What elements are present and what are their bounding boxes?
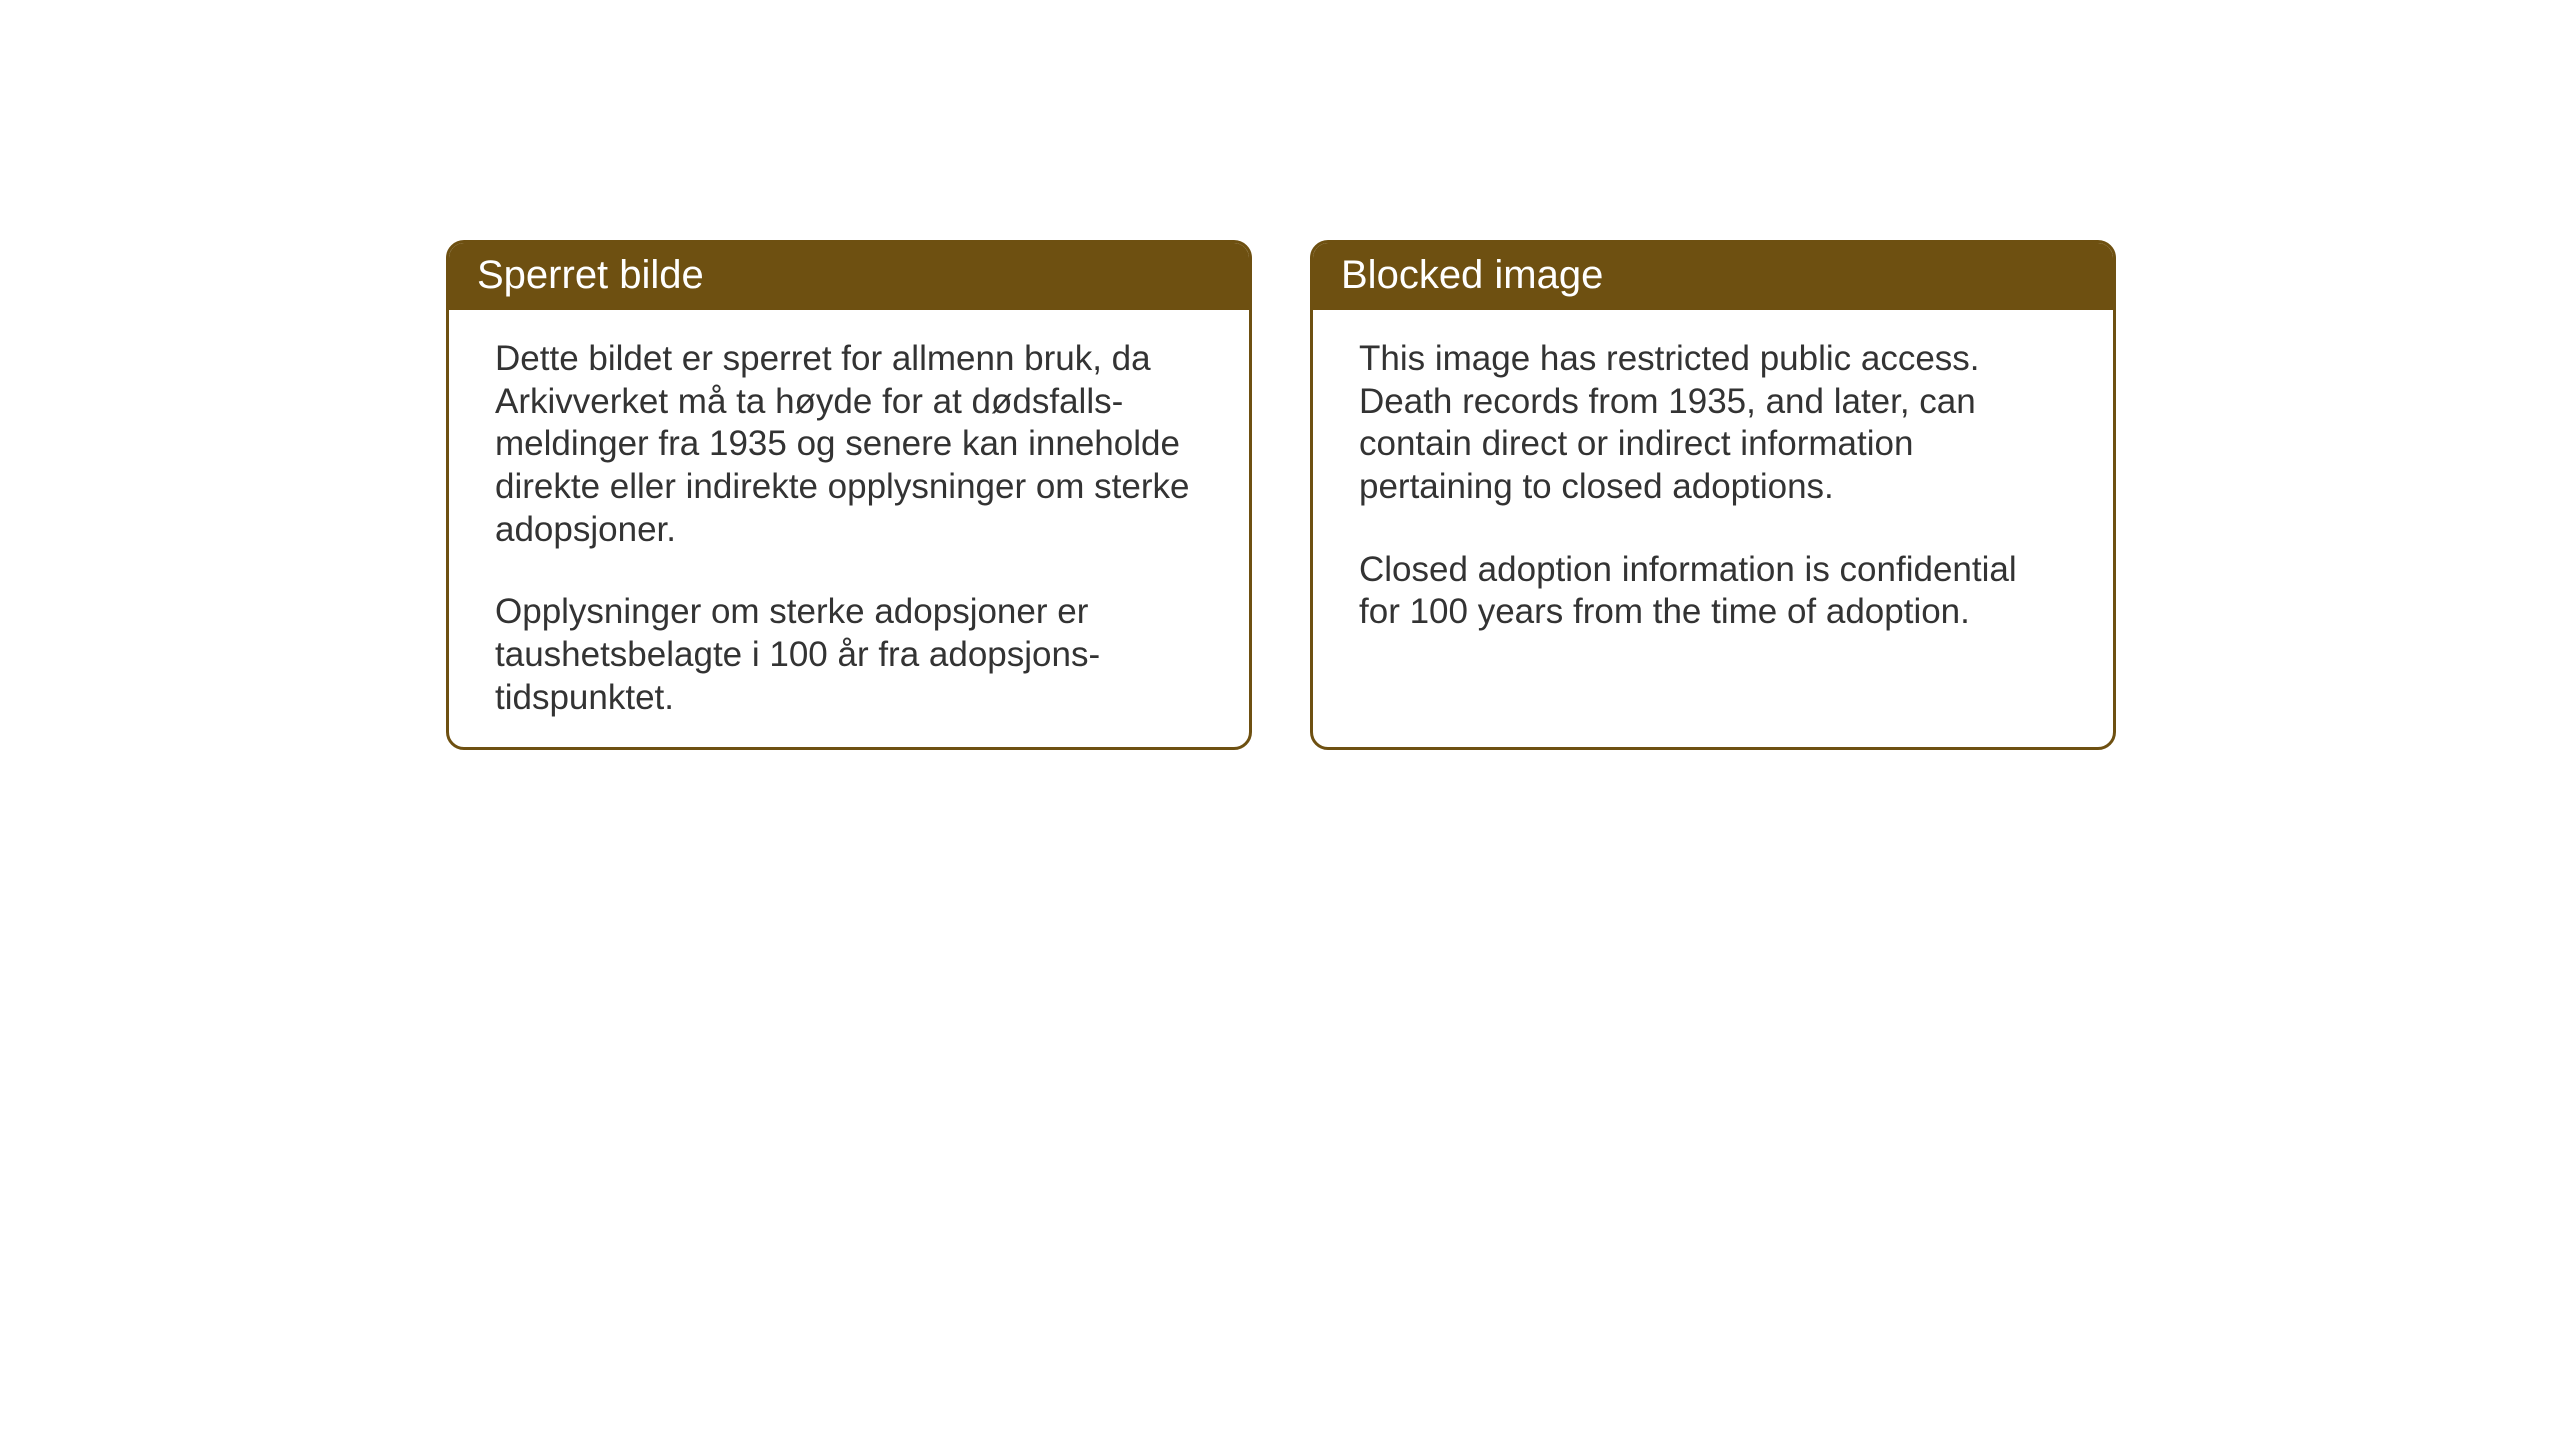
notice-card-english: Blocked image This image has restricted … (1310, 240, 2116, 750)
notice-paragraph-1: This image has restricted public access.… (1359, 338, 2067, 509)
notice-paragraph-2: Opplysninger om sterke adopsjoner er tau… (495, 591, 1203, 719)
notice-paragraph-1: Dette bildet er sperret for allmenn bruk… (495, 338, 1203, 551)
notice-title-norwegian: Sperret bilde (449, 243, 1249, 310)
notice-title-english: Blocked image (1313, 243, 2113, 310)
notice-body-norwegian: Dette bildet er sperret for allmenn bruk… (449, 310, 1249, 750)
notice-paragraph-2: Closed adoption information is confident… (1359, 549, 2067, 634)
notice-container: Sperret bilde Dette bildet er sperret fo… (446, 240, 2116, 750)
notice-body-english: This image has restricted public access.… (1313, 310, 2113, 674)
notice-card-norwegian: Sperret bilde Dette bildet er sperret fo… (446, 240, 1252, 750)
